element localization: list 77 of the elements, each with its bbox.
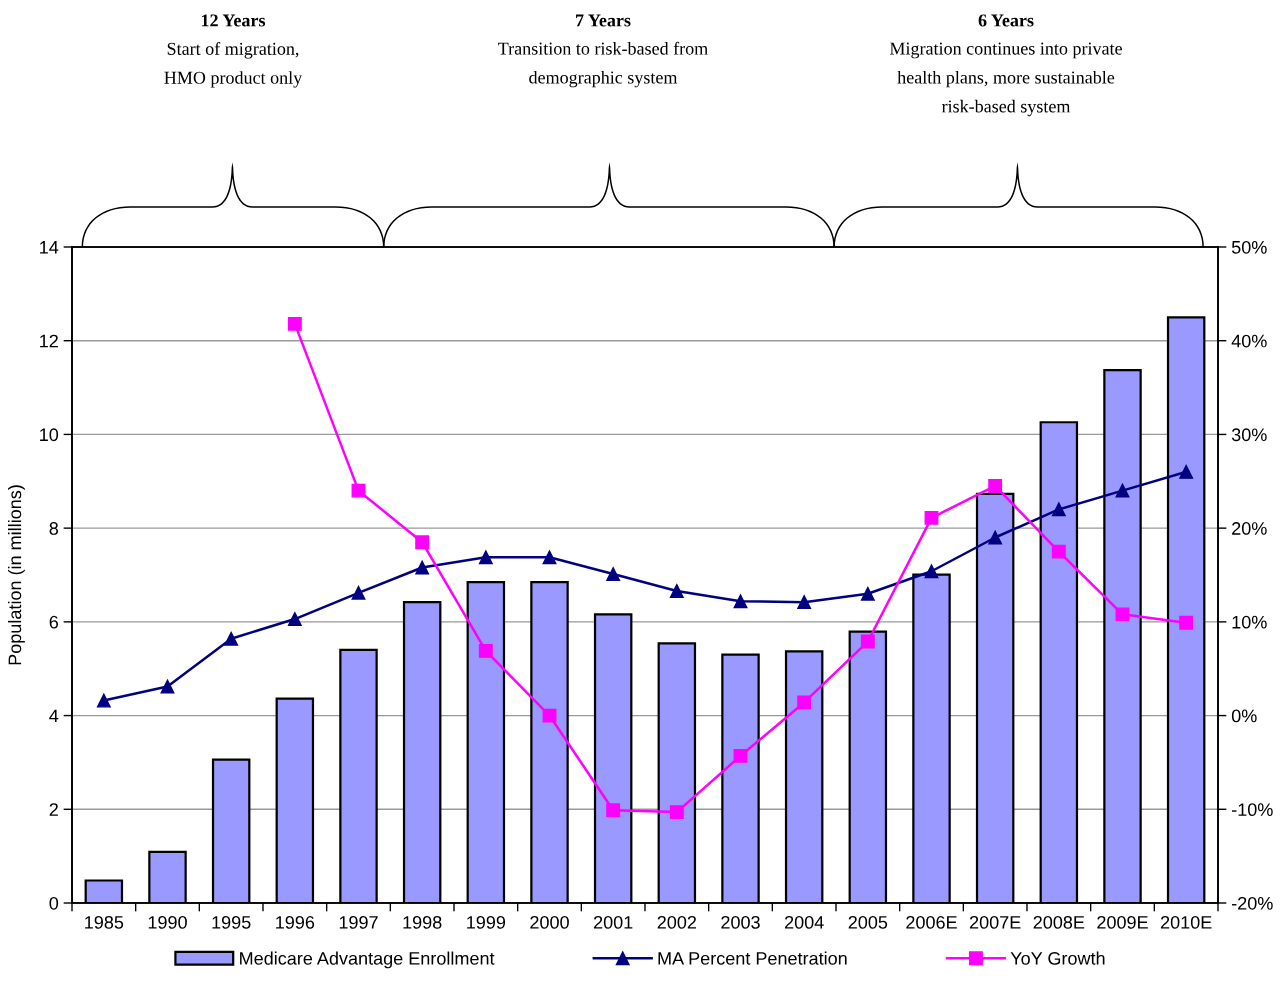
- x-tick-label: 2008E: [1033, 915, 1085, 929]
- x-tick-label: 1997: [339, 915, 378, 929]
- point: [160, 679, 175, 694]
- point: [669, 583, 684, 598]
- point: [542, 708, 557, 723]
- point: [669, 805, 684, 820]
- text: Migration continues into private health plans, more sustainable risk-based system: [889, 42, 1122, 117]
- y-tick-label: 4: [49, 709, 59, 723]
- point: [924, 564, 939, 579]
- point: [606, 567, 621, 582]
- point: [860, 586, 875, 601]
- x-tick-label: 1985: [85, 915, 124, 929]
- y2-tick-label: -10%: [1232, 803, 1273, 817]
- point: [287, 316, 302, 331]
- x-tick-label: 2007E: [969, 915, 1021, 929]
- x-tick-label: 2010E: [1160, 915, 1212, 929]
- text: Transition to risk-based from demographic system: [498, 41, 708, 88]
- point: [1115, 607, 1130, 622]
- point: [224, 631, 239, 646]
- point: [478, 643, 493, 658]
- x-tick-label: 2000: [530, 915, 569, 929]
- y-tick-label: 10: [40, 428, 59, 442]
- point: [1115, 483, 1130, 498]
- x-tick-label: 2003: [721, 915, 760, 929]
- text: 12 Years: [201, 14, 266, 27]
- x-tick-label: 2009E: [1097, 915, 1148, 929]
- legend-label: YoY Growth: [1010, 951, 1105, 965]
- point: [351, 483, 366, 498]
- point: [733, 748, 748, 763]
- x-tick-label: 1999: [467, 915, 506, 929]
- y-tick-label: 14: [40, 241, 59, 254]
- point: [1051, 544, 1066, 559]
- y2-tick-label: 0%: [1231, 709, 1257, 723]
- point: [542, 550, 557, 565]
- y-tick-label: 2: [49, 803, 58, 816]
- point: [733, 594, 748, 609]
- y2-tick-label: 30%: [1231, 428, 1267, 442]
- text: 7 Years: [576, 14, 631, 27]
- point: [415, 535, 430, 550]
- point: [287, 612, 302, 626]
- point: [988, 530, 1003, 545]
- y2-tick-label: -20%: [1232, 896, 1273, 910]
- x-tick-label: 2006E: [906, 915, 957, 929]
- text: 6 Years: [978, 14, 1034, 27]
- x-tick-label: 2002: [657, 915, 697, 929]
- y-tick-label: 6: [49, 615, 59, 629]
- legend-label: Medicare Advantage Enrollment: [240, 951, 495, 969]
- point: [860, 634, 875, 649]
- x-tick-label: 1995: [212, 915, 251, 929]
- x-tick-label: 2001: [593, 915, 633, 929]
- point: [351, 585, 366, 600]
- point: [797, 595, 812, 610]
- point: [924, 510, 939, 525]
- x-tick-label: 2004: [784, 915, 824, 929]
- point: [797, 695, 812, 710]
- y-tick-label: 0: [49, 896, 59, 910]
- point: [478, 550, 493, 565]
- point: [96, 693, 111, 708]
- y2-tick-label: 40%: [1231, 334, 1267, 348]
- legend-label: MA Percent Penetration: [658, 951, 847, 965]
- y2-tick-label: 50%: [1231, 240, 1267, 254]
- y2-tick-label: 10%: [1232, 615, 1267, 629]
- point: [1179, 464, 1194, 479]
- point: [1179, 615, 1194, 630]
- x-tick-label: 1996: [276, 915, 315, 929]
- text: Start of migration, HMO product only: [164, 42, 303, 88]
- x-tick-label: 1990: [148, 915, 187, 929]
- x-tick-label: 1998: [403, 915, 442, 929]
- y2-tick-label: 20%: [1232, 522, 1267, 535]
- y-axis-title: Population (in millions): [8, 485, 25, 665]
- x-tick-label: 2005: [848, 915, 888, 929]
- point: [415, 560, 430, 575]
- point: [1051, 502, 1066, 517]
- point: [988, 479, 1003, 493]
- y-tick-label: 12: [40, 334, 58, 348]
- y-tick-label: 8: [49, 522, 59, 535]
- point: [606, 803, 621, 818]
